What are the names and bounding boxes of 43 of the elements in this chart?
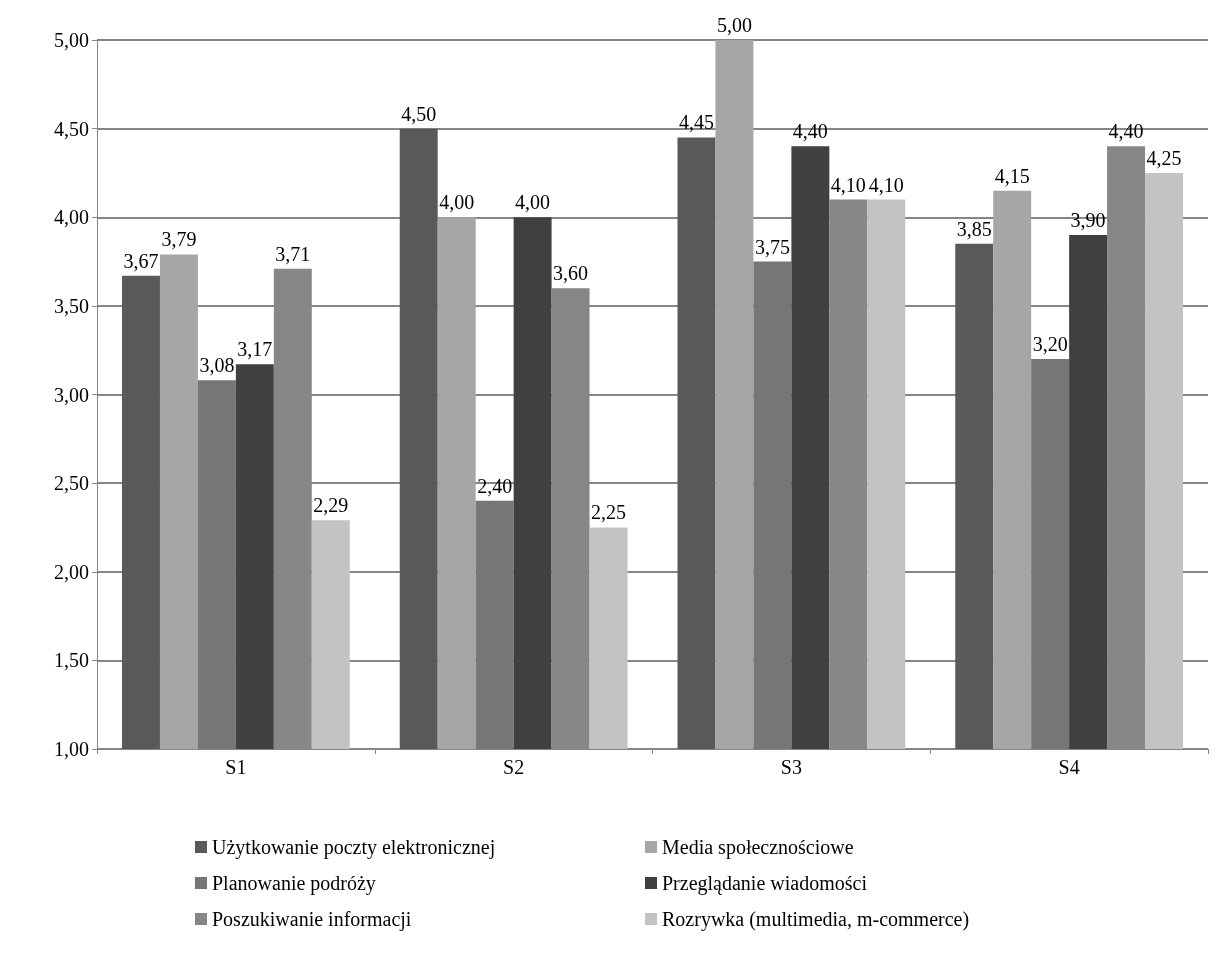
data-label: 3,85 bbox=[956, 217, 992, 240]
legend-label: Planowanie podróży bbox=[212, 872, 376, 895]
y-tick-label: 4,00 bbox=[54, 206, 89, 229]
legend-label: Rozrywka (multimedia, m-commerce) bbox=[662, 908, 970, 931]
legend-label: Media społecznościowe bbox=[662, 836, 854, 859]
data-label: 4,50 bbox=[401, 102, 437, 125]
data-label: 4,10 bbox=[830, 173, 866, 196]
data-label: 4,40 bbox=[792, 120, 828, 143]
y-tick-label: 2,50 bbox=[54, 472, 89, 495]
data-label: 3,71 bbox=[275, 242, 311, 265]
data-label: 3,90 bbox=[1070, 208, 1106, 231]
data-label: 3,17 bbox=[237, 338, 273, 361]
data-label: 3,79 bbox=[161, 228, 197, 251]
data-label: 4,00 bbox=[439, 191, 475, 214]
legend-label: Przeglądanie wiadomości bbox=[662, 872, 868, 895]
data-label: 4,25 bbox=[1146, 146, 1182, 169]
legend-label: Poszukiwanie informacji bbox=[212, 908, 412, 931]
y-tick-label: 3,00 bbox=[54, 383, 89, 406]
data-label: 3,67 bbox=[123, 249, 159, 272]
y-tick-label: 5,00 bbox=[54, 29, 89, 51]
x-tick-label: S3 bbox=[780, 756, 802, 778]
data-label: 4,10 bbox=[868, 173, 904, 196]
data-label: 3,75 bbox=[754, 235, 790, 258]
legend-label: Użytkowanie poczty elektronicznej bbox=[212, 836, 496, 859]
data-label: 4,40 bbox=[1108, 120, 1144, 143]
data-label: 4,00 bbox=[515, 191, 551, 214]
data-label: 2,40 bbox=[477, 474, 513, 497]
y-tick-label: 2,00 bbox=[54, 560, 89, 583]
y-tick-label: 3,50 bbox=[54, 294, 89, 317]
data-label: 4,45 bbox=[678, 111, 714, 134]
y-tick-label: 4,50 bbox=[54, 117, 89, 140]
data-label: 2,29 bbox=[313, 494, 349, 517]
data-label: 5,00 bbox=[716, 14, 752, 36]
data-label: 2,25 bbox=[591, 501, 627, 524]
x-tick-label: S2 bbox=[503, 756, 525, 778]
data-label: 3,60 bbox=[553, 262, 589, 285]
data-label: 4,15 bbox=[994, 164, 1030, 187]
y-tick-label: 1,00 bbox=[54, 738, 89, 760]
x-tick-label: S4 bbox=[1058, 756, 1080, 778]
data-label: 3,20 bbox=[1032, 333, 1068, 356]
data-label: 3,08 bbox=[199, 354, 235, 377]
y-tick-label: 1,50 bbox=[54, 649, 89, 672]
x-tick-label: S1 bbox=[225, 756, 247, 778]
